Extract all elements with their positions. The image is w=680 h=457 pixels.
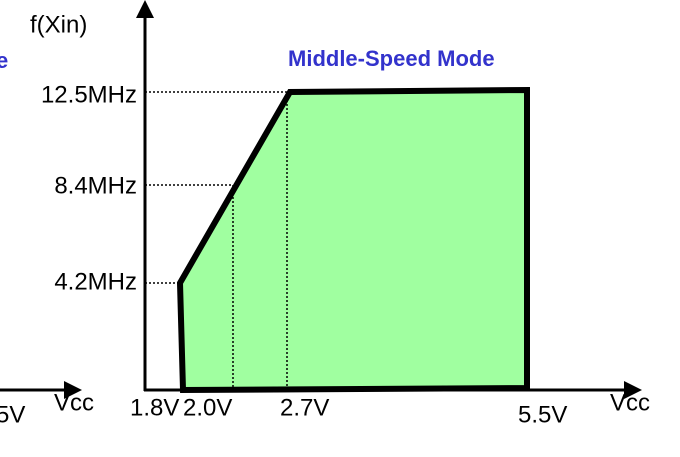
y-axis-label: f(Xin) xyxy=(30,11,87,38)
voltage-label: 5V xyxy=(0,401,25,428)
voltage-label: 2.7V xyxy=(280,394,329,421)
operating-area xyxy=(176,86,530,394)
mode-label: Middle-Speed Mode xyxy=(288,46,495,71)
frequency-label: 8.4MHz xyxy=(54,172,137,199)
frequency-label: 12.5MHz xyxy=(41,81,137,108)
x-axis-label: Vcc xyxy=(610,389,650,416)
voltage-label: 2.0V xyxy=(183,394,232,421)
arrowhead xyxy=(64,381,82,399)
arrowhead xyxy=(136,0,154,18)
frequency-label: 4.2MHz xyxy=(54,268,137,295)
arrowhead xyxy=(624,381,642,399)
title-fragment: e xyxy=(0,48,8,73)
x-axis-label: Vcc xyxy=(54,389,94,416)
voltage-label: 5.5V xyxy=(518,401,567,428)
voltage-label: 1.8V xyxy=(130,394,179,421)
